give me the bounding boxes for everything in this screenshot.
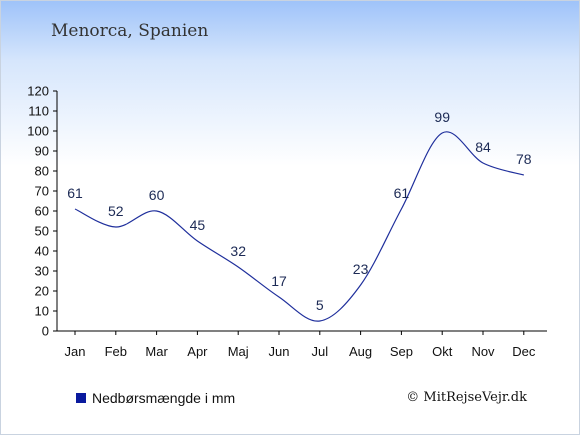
- data-label: 45: [190, 217, 206, 233]
- y-tick-label: 110: [28, 104, 49, 119]
- data-label: 78: [516, 151, 532, 167]
- y-tick-label: 60: [35, 204, 49, 219]
- y-tick-label: 50: [35, 224, 49, 239]
- data-label: 60: [149, 187, 165, 203]
- x-tick-label: Okt: [432, 344, 453, 359]
- x-tick-label: Jul: [311, 344, 328, 359]
- chart-legend: Nedbørsmængde i mm: [76, 390, 235, 406]
- x-tick-label: Sep: [390, 344, 413, 359]
- legend-swatch: [76, 393, 86, 403]
- chart-title: Menorca, Spanien: [51, 21, 209, 41]
- y-tick-label: 120: [27, 84, 49, 99]
- x-tick-label: Feb: [105, 344, 127, 359]
- chart-series: [74, 131, 524, 322]
- x-tick-label: Maj: [228, 344, 249, 359]
- legend-label: Nedbørsmængde i mm: [92, 390, 236, 406]
- y-tick-label: 10: [35, 304, 49, 319]
- source-credit: © MitRejseVejr.dk: [406, 390, 527, 405]
- y-tick-label: 30: [35, 264, 49, 279]
- chart-axes: 0 10 20 30 40 50 60 70 80 90 100 110 120 Jan Feb Mar Apr…: [27, 84, 547, 359]
- y-tick-label: 70: [35, 184, 49, 199]
- data-label: 52: [108, 203, 124, 219]
- y-tick-label: 100: [27, 124, 49, 139]
- y-tick-label: 0: [42, 324, 49, 339]
- data-label: 23: [353, 261, 369, 277]
- x-tick-label: Jun: [269, 344, 290, 359]
- data-label: 17: [271, 273, 287, 289]
- chart-data-labels: 61 52 60 45 32 17 5 23 61 99 84 78: [67, 109, 532, 313]
- data-label: 5: [316, 297, 324, 313]
- y-tick-label: 90: [35, 144, 49, 159]
- x-tick-label: Jan: [65, 344, 86, 359]
- precipitation-line: [74, 131, 524, 322]
- x-tick-label: Dec: [512, 344, 536, 359]
- data-label: 99: [434, 109, 450, 125]
- data-label: 61: [67, 185, 83, 201]
- data-label: 84: [475, 139, 491, 155]
- x-tick-label: Apr: [187, 344, 208, 359]
- x-tick-label: Nov: [471, 344, 495, 359]
- data-label: 32: [230, 243, 246, 259]
- y-tick-label: 20: [35, 284, 49, 299]
- y-tick-label: 40: [35, 244, 49, 259]
- y-tick-label: 80: [35, 164, 49, 179]
- x-tick-label: Mar: [145, 344, 168, 359]
- data-label: 61: [394, 185, 410, 201]
- x-tick-label: Aug: [349, 344, 372, 359]
